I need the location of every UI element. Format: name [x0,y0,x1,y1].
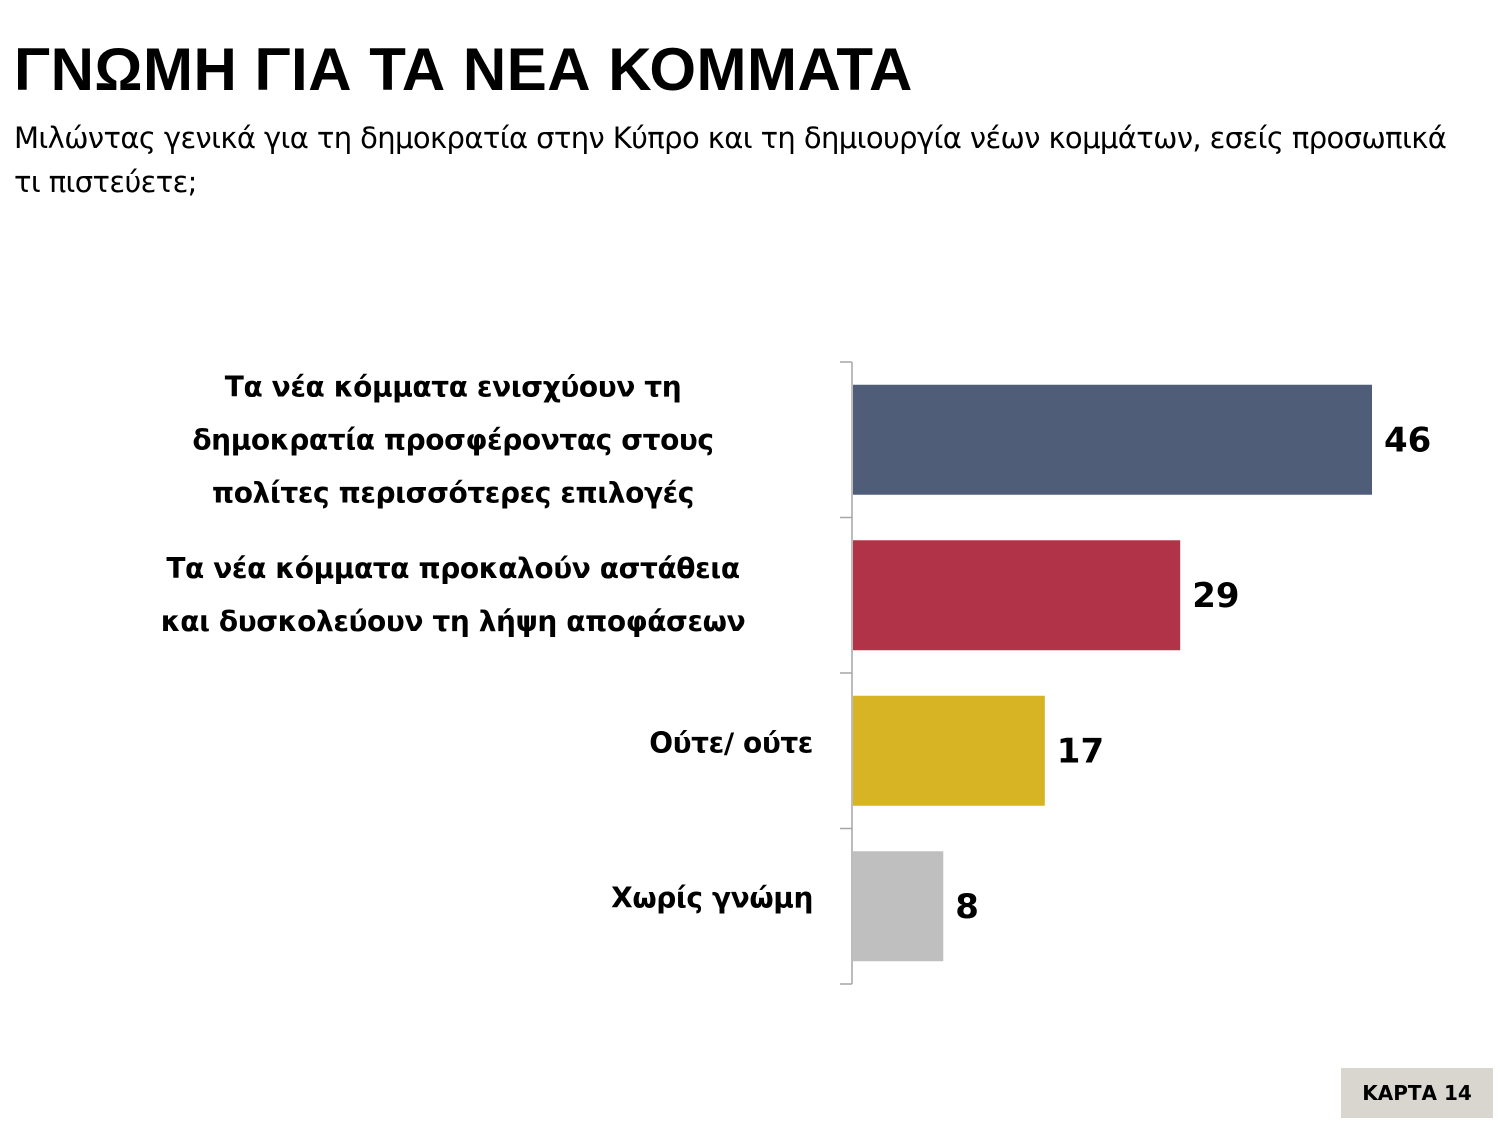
page-title: ΓΝΩΜΗ ΓΙΑ ΤΑ ΝΕΑ ΚΟΜΜΑΤΑ [14,36,913,103]
bar [853,384,1372,495]
bar-value-label: 29 [1192,576,1239,616]
card-number-badge: ΚΑΡΤΑ 14 [1341,1068,1493,1118]
category-label: Ούτε/ ούτε [649,726,813,760]
bar [853,540,1181,651]
bar-value-label: 17 [1057,731,1104,771]
bar-value-label: 8 [955,887,979,927]
category-label: Χωρίς γνώμη [611,881,813,915]
category-label: Τα νέα κόμματα προκαλούν αστάθεια και δυ… [160,552,746,639]
bar [853,851,944,962]
page-subtitle: Μιλώντας γενικά για τη δημοκρατία στην Κ… [14,121,1447,199]
category-label: Τα νέα κόμματα ενισχύουν τη δημοκρατία π… [192,370,714,510]
bar [853,695,1045,806]
bar-value-label: 46 [1384,420,1431,460]
